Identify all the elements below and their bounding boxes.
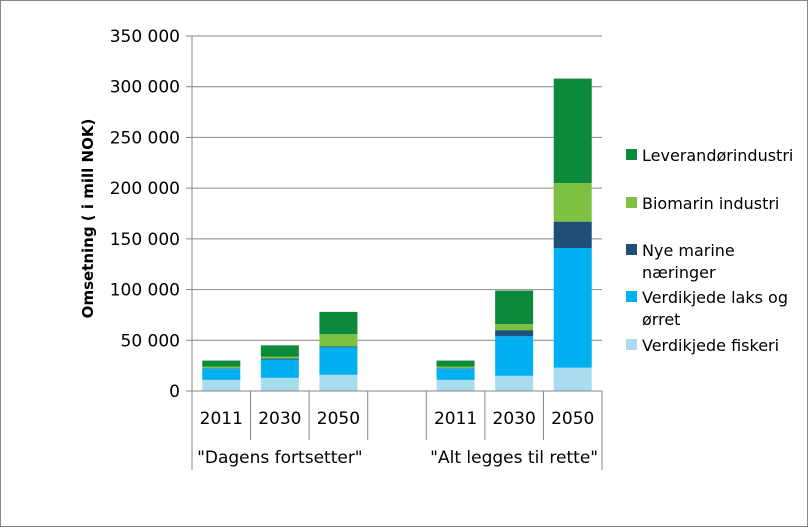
x-tick-label: 2011 xyxy=(200,409,243,429)
bar-segment xyxy=(260,356,299,359)
bar-segment xyxy=(436,366,475,369)
bar-segment xyxy=(319,334,358,347)
bar-segment xyxy=(495,336,534,376)
y-tick-label: 150 000 xyxy=(110,230,180,250)
legend-swatch xyxy=(626,197,637,208)
y-tick-label: 100 000 xyxy=(110,281,180,301)
y-tick-label: 200 000 xyxy=(110,179,180,199)
y-tick-label: 0 xyxy=(169,382,180,402)
bar-segment xyxy=(202,379,241,391)
bar-segment xyxy=(495,375,534,391)
bar-segment xyxy=(260,359,299,378)
bar-segment xyxy=(202,368,241,369)
bar-segment xyxy=(319,311,358,335)
y-tick-label: 50 000 xyxy=(121,331,180,351)
legend-label: Leverandørindustri xyxy=(642,146,793,165)
x-tick-label: 2030 xyxy=(258,409,301,429)
legend-label: Verdikjede laks og xyxy=(642,288,788,307)
bar-segment xyxy=(202,360,241,367)
bar-segment xyxy=(495,290,534,325)
bar-segment xyxy=(553,367,592,391)
bar-segment xyxy=(436,368,475,380)
legend-label: Nye marine xyxy=(642,241,735,260)
y-tick-label: 300 000 xyxy=(110,78,180,98)
legend-label: ørret xyxy=(642,310,680,329)
x-tick-label: 2050 xyxy=(317,409,360,429)
legend-swatch xyxy=(626,339,637,350)
bar-segment xyxy=(319,374,358,391)
legend-label: Biomarin industri xyxy=(642,194,779,213)
bar-segment xyxy=(495,330,534,337)
bar-segment xyxy=(436,360,475,367)
x-tick-label: 2011 xyxy=(434,409,477,429)
legend-label: næringer xyxy=(642,263,716,282)
bar-segment xyxy=(260,345,299,357)
bar-segment xyxy=(202,366,241,369)
bar-segment xyxy=(495,324,534,331)
bar-segment xyxy=(319,347,358,375)
legend-label: Verdikjede fiskeri xyxy=(642,336,779,355)
legend-swatch xyxy=(626,244,637,255)
y-axis-title: Omsetning ( i mill NOK) xyxy=(79,119,97,319)
legend-swatch xyxy=(626,149,637,160)
group-label: "Alt legges til rette" xyxy=(430,448,598,468)
bar-segment xyxy=(436,368,475,369)
bar-segment xyxy=(553,78,592,184)
bar-segment xyxy=(260,377,299,391)
legend-swatch xyxy=(626,291,637,302)
x-tick-label: 2030 xyxy=(493,409,536,429)
bar-segment xyxy=(553,183,592,222)
bar-segment xyxy=(436,379,475,391)
bar-segment xyxy=(202,368,241,380)
bar-segment xyxy=(319,346,358,348)
bar-segment xyxy=(260,358,299,360)
bar-segment xyxy=(553,247,592,368)
y-tick-label: 250 000 xyxy=(110,128,180,148)
y-tick-label: 350 000 xyxy=(110,27,180,47)
x-tick-label: 2050 xyxy=(551,409,594,429)
bar-segment xyxy=(553,221,592,248)
group-label: "Dagens fortsetter" xyxy=(197,448,363,468)
